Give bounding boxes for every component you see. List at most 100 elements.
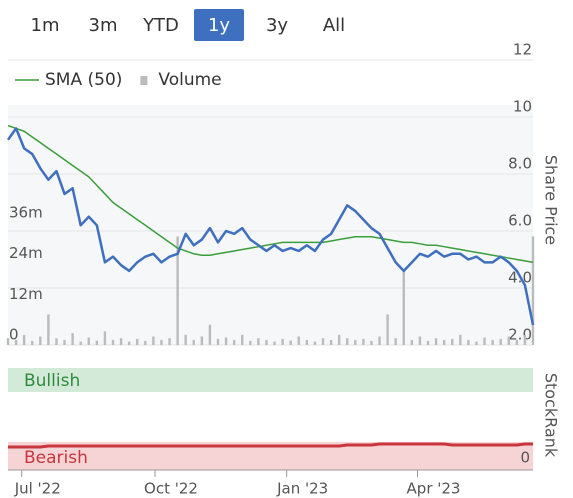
volume-bar bbox=[87, 337, 90, 345]
volume-bar bbox=[434, 338, 438, 345]
volume-bar bbox=[111, 339, 115, 345]
volume-bar bbox=[192, 339, 195, 345]
volume-bar bbox=[394, 338, 397, 345]
volume-bar bbox=[200, 336, 204, 345]
volume-bar bbox=[451, 338, 454, 345]
legend-label: SMA (50) bbox=[45, 70, 122, 90]
range-button[interactable]: YTD bbox=[142, 15, 179, 36]
range-button[interactable]: All bbox=[323, 15, 345, 36]
range-button[interactable]: 1m bbox=[31, 15, 60, 36]
bearish-label: Bearish bbox=[24, 448, 88, 468]
volume-bar bbox=[71, 333, 74, 345]
volume-bar bbox=[313, 341, 317, 345]
volume-bar bbox=[208, 324, 212, 345]
volume-bar bbox=[273, 341, 276, 345]
y-tick-label: 6.0 bbox=[508, 212, 532, 230]
volume-bar bbox=[47, 314, 50, 345]
volume-bar bbox=[483, 337, 486, 345]
volume-bar bbox=[136, 338, 139, 345]
x-tick-label: Jan '23 bbox=[276, 480, 328, 498]
volume-bar bbox=[507, 336, 510, 345]
volume-bar bbox=[289, 340, 292, 345]
volume-bar bbox=[257, 338, 260, 345]
volume-bar bbox=[22, 334, 26, 345]
volume-bar bbox=[418, 336, 422, 345]
volume-bar bbox=[346, 338, 349, 345]
bullish-label: Bullish bbox=[24, 371, 80, 391]
volume-bar bbox=[362, 338, 365, 345]
bullish-band bbox=[8, 368, 533, 392]
sma-line bbox=[7, 124, 534, 264]
volume-bar bbox=[281, 338, 284, 345]
volume-bar bbox=[127, 341, 131, 345]
volume-bar bbox=[467, 339, 470, 345]
volume-bar bbox=[402, 270, 405, 345]
legend-swatch bbox=[140, 76, 148, 85]
volume-bar bbox=[297, 336, 300, 345]
y-tick-label: 0 bbox=[520, 449, 530, 467]
volume-bar bbox=[265, 339, 268, 345]
volume-bar bbox=[79, 341, 82, 345]
y2-tick-label: 24m bbox=[9, 244, 43, 262]
volume-bar bbox=[152, 336, 155, 345]
volume-bar bbox=[160, 339, 163, 345]
volume-bar bbox=[241, 334, 244, 345]
y-tick-label: 10 bbox=[513, 98, 532, 116]
plot-background bbox=[8, 105, 533, 345]
y-tick-label: 12 bbox=[513, 41, 532, 59]
y2-tick-label: 36m bbox=[9, 203, 43, 221]
legend-label: Volume bbox=[158, 70, 221, 90]
volume-bar bbox=[232, 339, 236, 345]
volume-bar bbox=[459, 334, 462, 345]
volume-bar bbox=[321, 338, 325, 345]
volume-bar bbox=[14, 339, 18, 345]
volume-bar bbox=[426, 340, 430, 345]
price-line bbox=[8, 442, 533, 449]
volume-bar bbox=[515, 339, 519, 345]
y2-tick-label: 12m bbox=[9, 285, 43, 303]
volume-bar bbox=[523, 334, 527, 345]
y-tick-label: 8.0 bbox=[508, 155, 532, 173]
rank-axis-title: StockRank bbox=[542, 373, 561, 458]
volume-bar bbox=[249, 340, 252, 345]
volume-bar bbox=[499, 338, 502, 345]
volume-bar bbox=[55, 338, 58, 345]
volume-bar bbox=[410, 339, 414, 345]
volume-bar bbox=[475, 341, 478, 345]
volume-bar bbox=[354, 339, 357, 345]
range-button[interactable]: 1y bbox=[208, 15, 230, 36]
range-button-bg[interactable] bbox=[194, 9, 244, 41]
volume-bar bbox=[216, 338, 220, 345]
volume-bar bbox=[329, 339, 333, 345]
volume-bar bbox=[6, 338, 10, 345]
volume-bar bbox=[95, 340, 99, 345]
x-tick-label: Apr '23 bbox=[407, 480, 461, 498]
volume-bar bbox=[184, 334, 187, 345]
volume-bar bbox=[386, 314, 389, 345]
volume-bar bbox=[119, 338, 123, 345]
volume-bar bbox=[144, 340, 147, 345]
volume-bar bbox=[442, 339, 446, 345]
volume-bar bbox=[305, 339, 309, 345]
volume-bar bbox=[337, 334, 341, 345]
y2-tick-label: 0 bbox=[9, 326, 19, 344]
x-tick-label: Jul '22 bbox=[14, 480, 61, 498]
volume-bar bbox=[31, 340, 34, 345]
range-button[interactable]: 3m bbox=[89, 15, 118, 36]
volume-bar bbox=[63, 339, 66, 345]
volume-bar bbox=[370, 340, 373, 345]
x-tick-label: Oct '22 bbox=[144, 480, 198, 498]
y-axis-title: Share Price bbox=[542, 155, 561, 245]
volume-bar bbox=[378, 336, 381, 345]
y-tick-label: 2.0 bbox=[508, 326, 532, 344]
volume-bar bbox=[531, 236, 535, 345]
volume-bar bbox=[168, 338, 171, 345]
range-button[interactable]: 3y bbox=[266, 15, 288, 36]
price-line bbox=[6, 127, 535, 326]
volume-bar bbox=[176, 236, 179, 345]
volume-bar bbox=[224, 337, 228, 345]
volume-bar bbox=[39, 336, 42, 345]
volume-bar bbox=[491, 339, 494, 345]
volume-bar bbox=[103, 331, 107, 345]
